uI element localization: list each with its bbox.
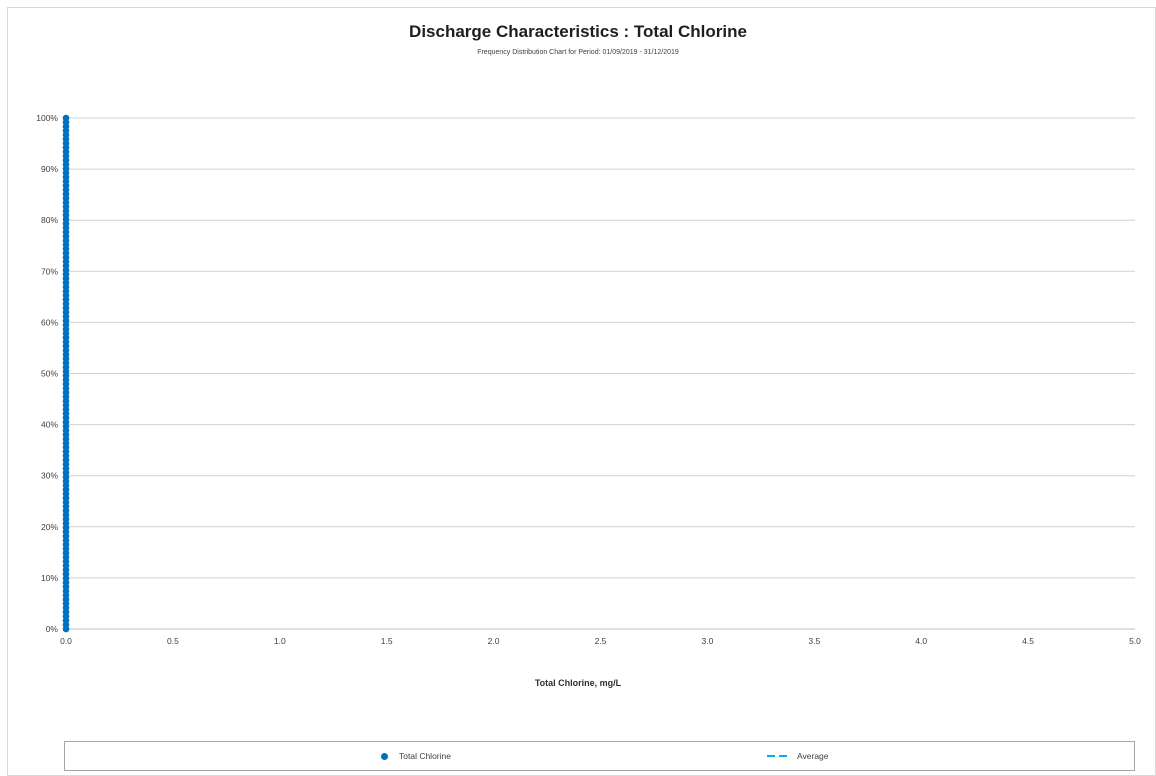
x-axis-label: Total Chlorine, mg/L bbox=[534, 678, 622, 688]
legend-marker-circle bbox=[381, 752, 388, 760]
plot-area: 0% 10% 20% 30% 40% 50% 60% 70% 80% 90% 100% 0.0 0.5… bbox=[36, 113, 1141, 646]
y-tick-label: 60% bbox=[41, 317, 58, 327]
legend-item-total-chlorine: Total Chlorine bbox=[381, 742, 451, 770]
y-tick-label: 0% bbox=[46, 624, 59, 634]
legend-marker-dashed-line bbox=[767, 753, 788, 759]
legend-item-average: Average bbox=[767, 742, 829, 770]
gridlines bbox=[66, 117, 1135, 630]
chart-frame bbox=[7, 7, 1156, 776]
chart-subtitle: Frequency Distribution Chart for Period:… bbox=[477, 49, 679, 56]
legend: Total Chlorine Average bbox=[64, 741, 1135, 771]
data-point bbox=[62, 114, 70, 122]
legend-label: Total Chlorine bbox=[399, 751, 451, 761]
x-axis-tick-labels: 0.0 0.5 1.0 1.5 2.0 2.5 3.0 3.5 4.0 4.5 5.0 bbox=[60, 636, 1141, 646]
x-tick-label: 0.0 bbox=[60, 636, 72, 646]
y-tick-label: 10% bbox=[41, 573, 58, 583]
x-tick-label: 3.5 bbox=[808, 636, 820, 646]
x-tick-label: 3.0 bbox=[701, 636, 713, 646]
x-tick-label: 5.0 bbox=[1129, 636, 1141, 646]
y-tick-label: 50% bbox=[41, 369, 58, 379]
x-tick-label: 1.0 bbox=[274, 636, 286, 646]
y-tick-label: 30% bbox=[41, 471, 58, 481]
legend-label: Average bbox=[797, 751, 829, 761]
y-axis-tick-labels: 0% 10% 20% 30% 40% 50% 60% 70% 80% 90% 100% bbox=[36, 113, 58, 634]
x-tick-label: 2.5 bbox=[595, 636, 607, 646]
x-tick-label: 4.5 bbox=[1022, 636, 1034, 646]
x-tick-label: 1.5 bbox=[381, 636, 393, 646]
x-tick-label: 2.0 bbox=[488, 636, 500, 646]
x-tick-label: 4.0 bbox=[915, 636, 927, 646]
y-tick-label: 20% bbox=[41, 522, 58, 532]
y-tick-label: 80% bbox=[41, 215, 58, 225]
x-tick-label: 0.5 bbox=[167, 636, 179, 646]
y-tick-label: 40% bbox=[41, 420, 58, 430]
y-tick-label: 100% bbox=[36, 113, 58, 123]
series-total-chlorine-points bbox=[62, 114, 70, 633]
y-tick-label: 90% bbox=[41, 164, 58, 174]
chart-title: Discharge Characteristics : Total Chlori… bbox=[409, 22, 747, 41]
y-tick-label: 70% bbox=[41, 266, 58, 276]
